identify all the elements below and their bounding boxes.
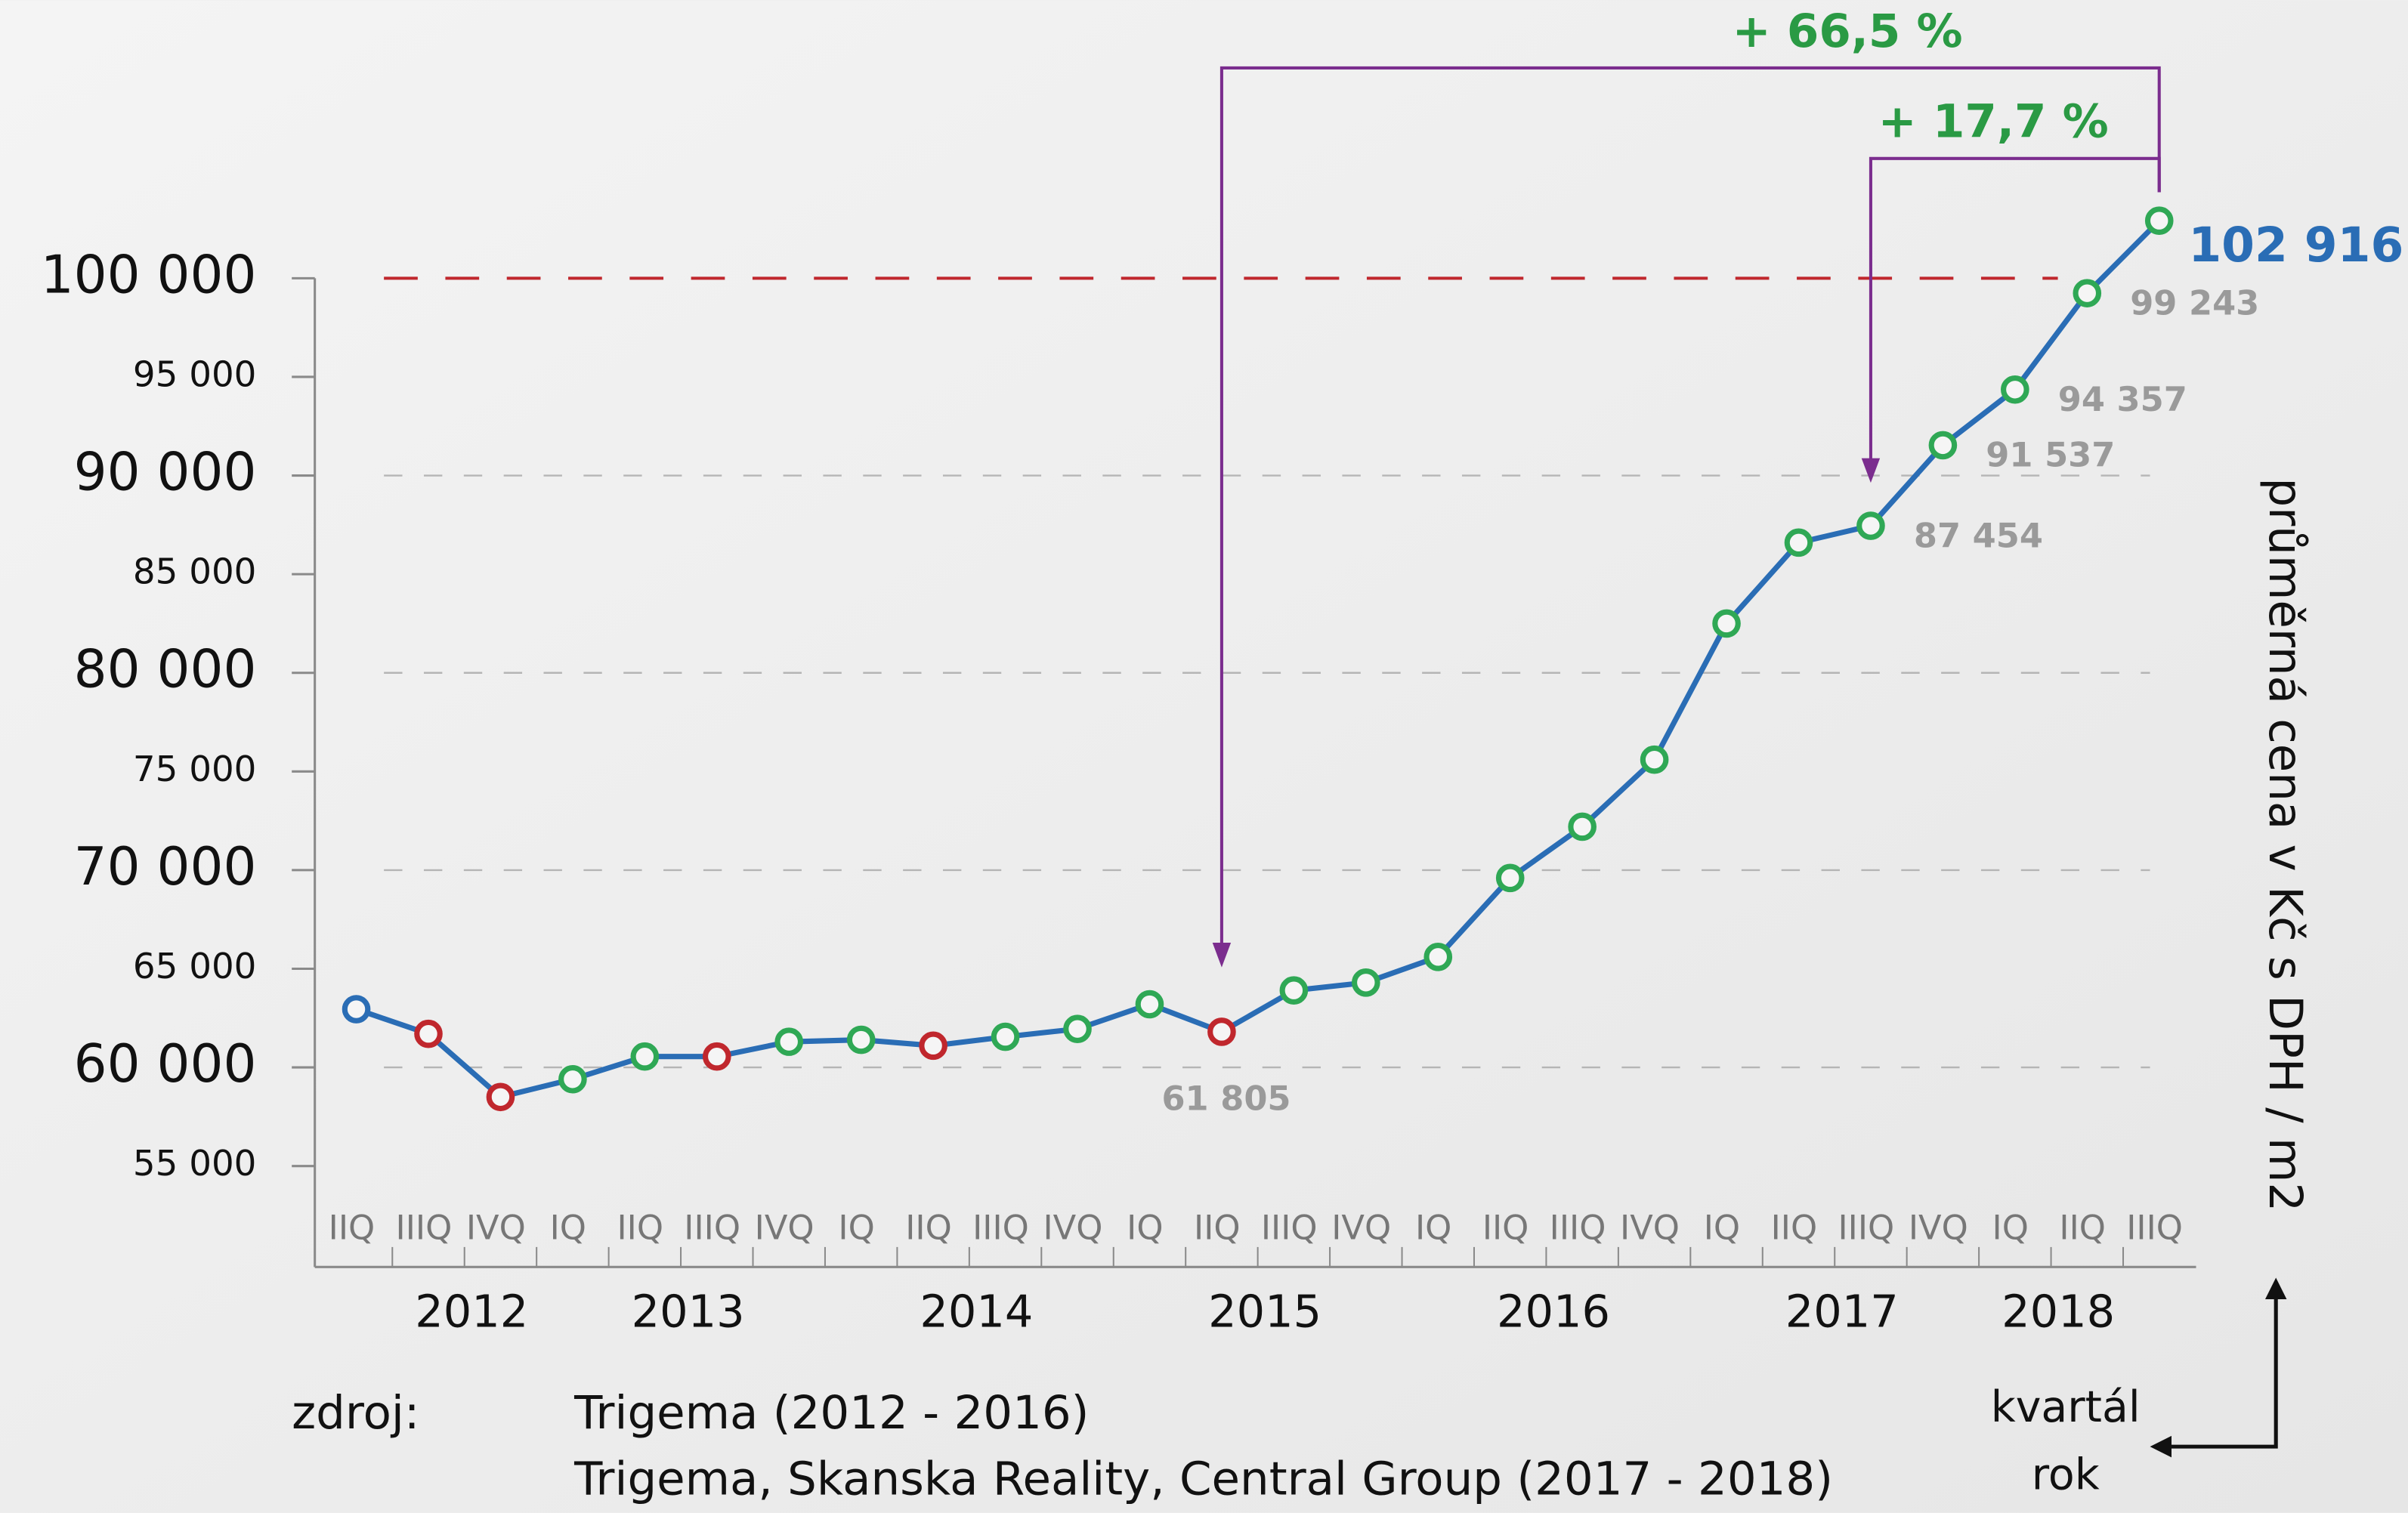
data-point [774, 1027, 804, 1056]
year-label: 2016 [1497, 1285, 1610, 1337]
y-tick-label: 65 000 [133, 946, 257, 987]
x-tick-label: IIQ [1482, 1208, 1529, 1248]
x-tick-label: IIIQ [1838, 1208, 1894, 1248]
y-tick-label: 75 000 [133, 749, 257, 790]
data-point [2144, 206, 2174, 236]
value-label: 91 537 [1986, 435, 2115, 475]
data-point [1495, 863, 1525, 893]
y-tick-label: 80 000 [74, 640, 257, 700]
data-point [558, 1064, 587, 1094]
data-point [991, 1022, 1020, 1051]
data-point [846, 1025, 876, 1054]
data-point [486, 1082, 515, 1112]
data-point [1207, 1017, 1236, 1046]
source-text: Trigema (2012 - 2016) [573, 1386, 1089, 1440]
data-point [702, 1042, 731, 1071]
data-point [1279, 976, 1309, 1005]
x-tick-label: IVQ [755, 1208, 815, 1248]
data-point [1568, 812, 1597, 841]
value-label: 87 454 [1914, 515, 2043, 555]
annotation-bracket [1869, 156, 2161, 462]
x-tick-label: IIIQ [2126, 1208, 2183, 1248]
x-tick-label: IIQ [905, 1208, 952, 1248]
x-tick-label: IQ [1127, 1208, 1163, 1248]
data-point [342, 995, 371, 1024]
year-label: 2014 [920, 1285, 1033, 1337]
y-tick-label: 55 000 [133, 1144, 257, 1184]
data-point [414, 1019, 443, 1048]
data-point [1063, 1014, 1092, 1043]
annotation-bracket [1219, 66, 2161, 946]
x-tick-label: IQ [1704, 1208, 1740, 1248]
x-tick-label: IQ [1992, 1208, 2029, 1248]
x-axis-label: rok [2032, 1450, 2100, 1499]
x-tick-label: IIQ [617, 1208, 663, 1248]
annotation-arrow [1212, 943, 1232, 968]
x-tick-label: IIQ [1194, 1208, 1241, 1248]
x-tick-label: IQ [1415, 1208, 1451, 1248]
data-point [919, 1031, 947, 1061]
year-label: 2013 [632, 1285, 745, 1337]
x-tick-label: IVQ [1909, 1208, 1968, 1248]
x-tick-label: IIQ [1771, 1208, 1818, 1248]
x-tick-label: IVQ [1331, 1208, 1391, 1248]
y-tick-label: 60 000 [74, 1034, 257, 1095]
x-axis-label: kvartál [1991, 1382, 2141, 1432]
annotation-arrow [1861, 458, 1881, 483]
x-tick-label: IIIQ [684, 1208, 740, 1248]
x-tick-label: IIIQ [1261, 1208, 1318, 1248]
axis-arrow [2165, 1289, 2278, 1449]
data-point [2073, 279, 2102, 307]
x-tick-label: IVQ [1620, 1208, 1680, 1248]
data-point [1640, 745, 1669, 774]
data-point [1352, 968, 1380, 997]
x-tick-label: IVQ [1043, 1208, 1102, 1248]
year-label: 2018 [2002, 1285, 2115, 1337]
value-label-highlight: 102 916 [2188, 218, 2403, 273]
value-label: 61 805 [1161, 1078, 1291, 1118]
y-tick-label: 85 000 [133, 552, 257, 593]
x-tick-label: IIIQ [396, 1208, 453, 1248]
x-tick-label: IVQ [466, 1208, 526, 1248]
value-label: 94 357 [2058, 379, 2187, 419]
x-tick-label: IQ [550, 1208, 586, 1248]
x-tick-label: IIIQ [1550, 1208, 1606, 1248]
y-tick-label: 95 000 [133, 354, 257, 395]
year-label: 2017 [1785, 1285, 1899, 1337]
x-tick-label: IIQ [329, 1208, 376, 1248]
data-point [2001, 375, 2029, 404]
data-point [630, 1042, 660, 1071]
source-text: Trigema, Skanska Reality, Central Group … [573, 1452, 1833, 1505]
value-label: 99 243 [2130, 283, 2259, 323]
source-label: zdroj: [292, 1386, 419, 1440]
year-label: 2015 [1208, 1285, 1321, 1337]
annotation-text: + 66,5 % [1733, 5, 1963, 58]
annotation-text: + 17,7 % [1878, 95, 2109, 149]
y-tick-label: 100 000 [41, 245, 257, 305]
data-point [1712, 609, 1741, 638]
data-point [1784, 528, 1813, 557]
x-tick-label: IQ [838, 1208, 874, 1248]
data-point [1135, 990, 1164, 1019]
data-point [1928, 431, 1958, 460]
y-axis-label: průměrná cena v Kč s DPH / m2 [2258, 478, 2312, 1212]
year-label: 2012 [415, 1285, 528, 1337]
x-tick-label: IIIQ [972, 1208, 1029, 1248]
y-tick-label: 90 000 [74, 443, 257, 503]
data-point [1423, 943, 1453, 971]
arrow-head [2150, 1277, 2287, 1458]
y-tick-label: 70 000 [74, 837, 257, 897]
x-tick-label: IIQ [2059, 1208, 2106, 1248]
data-point [1856, 511, 1885, 540]
